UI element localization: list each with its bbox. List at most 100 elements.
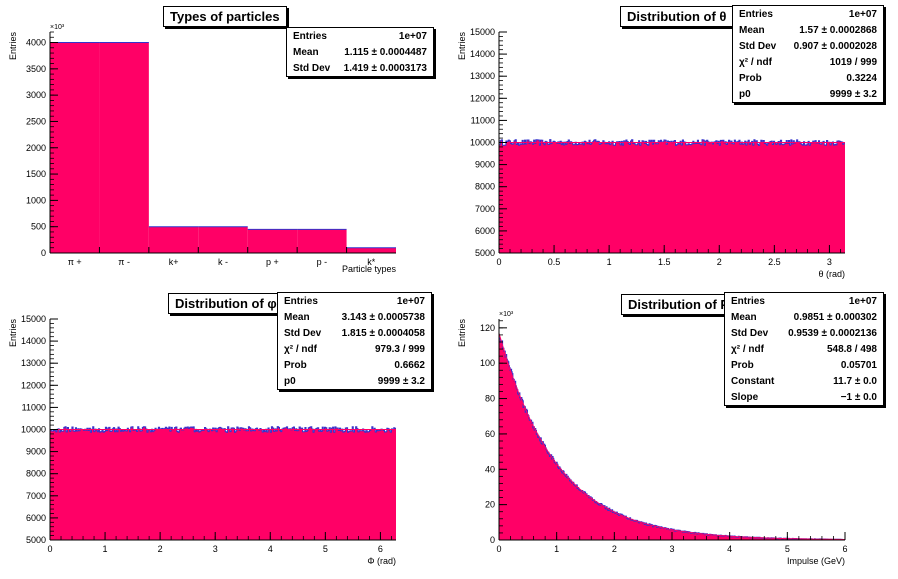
y-tick-label: 6000 (26, 513, 46, 523)
y-axis-exponent: ×10³ (50, 24, 65, 31)
bar (50, 42, 100, 254)
y-tick-label: 0 (41, 248, 46, 258)
stat-row: Mean 1.57 ± 0.0002868 (733, 22, 883, 38)
chart-theta-distribution: 5000 6000 7000 8000 9000 10000 11000 12000 13000… (457, 27, 845, 279)
stat-row: χ² / ndf 548.8 / 498 (725, 341, 883, 357)
stat-row: p0 9999 ± 3.2 (733, 86, 883, 102)
stat-value: 9999 ± 3.2 (829, 88, 877, 100)
bar (99, 42, 149, 254)
x-tick-label: 2 (612, 544, 617, 554)
pad-impulse-distribution: 0 20 40 60 80 100 120 Entries ×10³ 0 1 2 3 4 5 6 Impulse… (449, 287, 898, 574)
stat-label: Prob (284, 359, 307, 371)
chart-title-impulse: Distribution of P (621, 294, 737, 315)
stat-value: 979.3 / 999 (374, 343, 425, 355)
x-tick-label: 1 (607, 257, 612, 267)
y-tick-label: 10000 (470, 138, 495, 148)
stat-row: Entries 1e+07 (287, 28, 433, 44)
y-tick-label: 12000 (21, 380, 46, 390)
stat-value: 548.8 / 498 (826, 343, 877, 355)
stat-label: Mean (731, 311, 757, 323)
bar (247, 229, 298, 253)
pad-phi-distribution: 5000 6000 7000 8000 9000 10000 11000 12000 13000… (0, 287, 449, 574)
chart-title-theta: Distribution of θ (620, 6, 734, 27)
chart-particle-types: 0 500 1000 1500 2000 2500 3000 3500 4000 Entries ×… (8, 24, 396, 274)
stat-row: Std Dev 0.907 ± 0.0002028 (733, 38, 883, 54)
x-tick-label: 1 (554, 544, 559, 554)
stat-label: p0 (284, 375, 296, 387)
x-tick-label: 5 (323, 544, 328, 554)
stat-label: Std Dev (739, 40, 777, 52)
x-tick-label: 2 (717, 257, 722, 267)
stats-box-particle-types: Entries 1e+07 Mean 1.115 ± 0.0004487 Std D… (286, 27, 434, 77)
x-axis-label: θ (rad) (818, 269, 845, 279)
x-axis-label: Impulse (GeV) (787, 556, 845, 566)
x-tick-label: 2.5 (768, 257, 781, 267)
stat-row: Slope −1 ± 0.0 (725, 389, 883, 405)
x-tick-label: p + (266, 257, 279, 267)
y-axis-label: Entries (8, 32, 18, 61)
y-tick-label: 8000 (475, 182, 495, 192)
x-axis-label: Φ (rad) (367, 556, 396, 566)
y-tick-label: 11000 (471, 115, 495, 125)
y-axis-label: Entries (8, 319, 18, 348)
stat-value: 1.57 ± 0.0002868 (799, 24, 877, 36)
stat-value: 1e+07 (398, 30, 427, 42)
histogram-outline (499, 139, 845, 146)
stat-value: 3.143 ± 0.0005738 (341, 311, 425, 323)
histogram-fill (499, 139, 845, 253)
x-tick-label: 2 (158, 544, 163, 554)
x-tick-label: 3 (827, 257, 832, 267)
x-tick-label: p - (317, 257, 328, 267)
stat-value: 1.419 ± 0.0003173 (343, 62, 427, 74)
y-tick-label: 1000 (26, 195, 46, 205)
y-tick-label: 15000 (21, 314, 46, 324)
stat-row: Prob 0.05701 (725, 357, 883, 373)
y-tick-label: 7000 (475, 204, 495, 214)
bar (346, 247, 396, 253)
y-tick-label: 1500 (26, 169, 46, 179)
pad-theta-distribution: 5000 6000 7000 8000 9000 10000 11000 12000 13000… (449, 0, 898, 287)
histogram-outline (50, 426, 396, 433)
stats-box-theta: Entries 1e+07 Mean 1.57 ± 0.0002868 Std De… (732, 5, 884, 103)
stat-label: Std Dev (293, 62, 331, 74)
stats-box-phi: Entries 1e+07 Mean 3.143 ± 0.0005738 Std D… (277, 292, 432, 390)
stat-label: p0 (739, 88, 751, 100)
y-tick-label: 7000 (26, 491, 46, 501)
chart-title-phi: Distribution of φ (168, 293, 284, 314)
y-tick-label: 13000 (470, 71, 495, 81)
y-axis-exponent: ×10³ (499, 311, 514, 318)
stat-label: Mean (284, 311, 310, 323)
histogram-fill (499, 337, 845, 540)
stat-value: 9999 ± 3.2 (377, 375, 425, 387)
x-tick-label: π + (68, 257, 82, 267)
y-tick-label: 500 (31, 222, 46, 232)
x-tick-label: 6 (842, 544, 847, 554)
stat-row: p0 9999 ± 3.2 (278, 373, 431, 389)
stat-label: Entries (739, 8, 773, 20)
x-tick-label: 5 (785, 544, 790, 554)
x-tick-label: k - (218, 257, 228, 267)
y-tick-label: 2000 (26, 143, 46, 153)
y-tick-label: 8000 (26, 469, 46, 479)
y-tick-label: 9000 (26, 447, 46, 457)
x-tick-label: k+ (169, 257, 179, 267)
stat-row: Entries 1e+07 (725, 293, 883, 309)
stat-value: 0.05701 (840, 359, 877, 371)
x-tick-label: 0 (496, 257, 501, 267)
stat-row: Mean 1.115 ± 0.0004487 (287, 44, 433, 60)
y-tick-label: 3000 (26, 90, 46, 100)
bar (297, 229, 347, 253)
chart-phi-distribution: 5000 6000 7000 8000 9000 10000 11000 12000 13000… (8, 314, 396, 566)
stat-row: Prob 0.3224 (733, 70, 883, 86)
stat-label: Constant (731, 375, 775, 387)
stat-row: Prob 0.6662 (278, 357, 431, 373)
stat-label: Entries (731, 295, 765, 307)
y-tick-label: 4000 (26, 38, 46, 48)
stat-label: Std Dev (284, 327, 322, 339)
bar (148, 226, 199, 253)
x-tick-label: 1.5 (658, 257, 671, 267)
stat-label: Entries (284, 295, 318, 307)
x-tick-label: 4 (727, 544, 732, 554)
stat-label: χ² / ndf (284, 343, 317, 355)
stat-row: Constant 11.7 ± 0.0 (725, 373, 883, 389)
